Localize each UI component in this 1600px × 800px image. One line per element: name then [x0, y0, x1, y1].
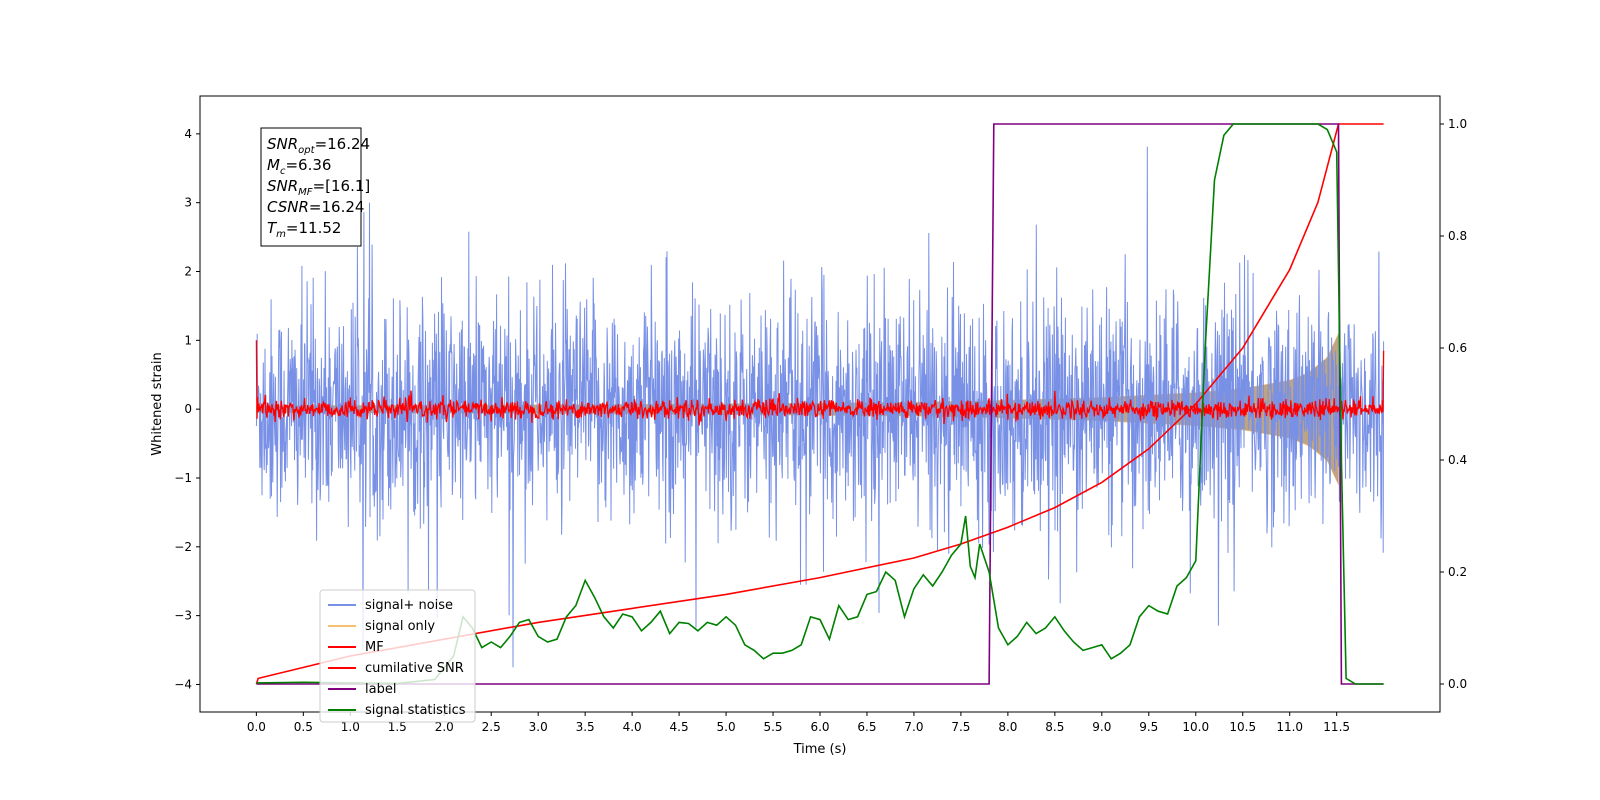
- x-axis-ticks: 0.0 0.5 1.0 1.5 2.0 2.5 3.0 3.5 4.0 4.5 5.0 5.5 6.0 6…: [247, 712, 1350, 734]
- y-tick-label: 3: [184, 196, 192, 210]
- y2-tick-label: 0.6: [1448, 341, 1467, 355]
- x-tick-label: 9.0: [1092, 720, 1111, 734]
- x-tick-label: 0.0: [247, 720, 266, 734]
- y2-tick-label: 0.0: [1448, 677, 1467, 691]
- x-axis-label: Time (s): [793, 742, 847, 757]
- annotation-line: SNRMF=[16.1]: [267, 177, 370, 198]
- x-tick-label: 3.0: [529, 720, 548, 734]
- x-tick-label: 11.5: [1323, 720, 1350, 734]
- annotation-line: SNRopt=16.24: [267, 135, 370, 156]
- signal-noise-layer: [255, 146, 1385, 668]
- annotation-line: CSNR=16.24: [267, 198, 364, 216]
- y-axis-ticks: −4 −3 −2 −1 0 1 2 3 4: [174, 127, 200, 691]
- y-tick-label: −2: [174, 540, 192, 554]
- x-tick-label: 1.0: [341, 720, 360, 734]
- y2-tick-label: 0.8: [1448, 229, 1467, 243]
- y-tick-label: 1: [184, 333, 192, 347]
- legend: signal+ noise signal only MF cumilative SNR…: [319, 589, 476, 723]
- x-tick-label: 9.5: [1139, 720, 1158, 734]
- x-tick-label: 8.0: [998, 720, 1017, 734]
- series-lines-layer: [255, 123, 1385, 685]
- x-tick-label: 7.0: [904, 720, 923, 734]
- y-axis-label: Whitened strain: [150, 352, 165, 455]
- legend-label-label: label: [365, 682, 396, 697]
- x-tick-label: 3.5: [576, 720, 595, 734]
- x-tick-label: 11.0: [1276, 720, 1303, 734]
- x-tick-label: 7.5: [951, 720, 970, 734]
- x-tick-label: 2.5: [482, 720, 501, 734]
- annotation-box: SNRopt=16.24Mc=6.36SNRMF=[16.1]CSNR=16.2…: [260, 127, 370, 247]
- y2-axis-ticks: 0.0 0.2 0.4 0.6 0.8 1.0: [1440, 117, 1467, 691]
- x-tick-label: 5.5: [763, 720, 782, 734]
- series-signal-noise: [255, 146, 1385, 668]
- legend-label-cumilative-snr: cumilative SNR: [365, 661, 464, 676]
- y2-tick-label: 0.4: [1448, 453, 1467, 467]
- annotation-line: Tm=11.52: [267, 219, 341, 240]
- y-tick-label: 0: [184, 402, 192, 416]
- y-tick-label: 4: [184, 127, 192, 141]
- x-tick-label: 10.0: [1182, 720, 1209, 734]
- x-tick-label: 4.0: [623, 720, 642, 734]
- y2-tick-label: 0.2: [1448, 565, 1467, 579]
- x-tick-label: 6.5: [857, 720, 876, 734]
- y-tick-label: −4: [174, 677, 192, 691]
- x-tick-label: 8.5: [1045, 720, 1064, 734]
- legend-label-signal-statistics: signal statistics: [365, 703, 466, 718]
- legend-label-signal-noise: signal+ noise: [365, 598, 453, 613]
- x-tick-label: 6.0: [810, 720, 829, 734]
- y-tick-label: −1: [174, 471, 192, 485]
- x-tick-label: 2.0: [435, 720, 454, 734]
- annotation-line: Mc=6.36: [267, 156, 331, 177]
- x-tick-label: 10.5: [1229, 720, 1256, 734]
- series-label: [256, 123, 1384, 685]
- x-tick-label: 0.5: [294, 720, 313, 734]
- legend-label-mf: MF: [365, 640, 384, 655]
- y-tick-label: −3: [174, 609, 192, 623]
- y2-tick-label: 1.0: [1448, 117, 1467, 131]
- legend-label-signal-only: signal only: [365, 619, 435, 634]
- x-tick-label: 1.5: [388, 720, 407, 734]
- x-tick-label: 5.0: [717, 720, 736, 734]
- series-signal-statistics: [256, 123, 1384, 685]
- y-tick-label: 2: [184, 265, 192, 279]
- series-mf: [255, 340, 1385, 426]
- x-tick-label: 4.5: [670, 720, 689, 734]
